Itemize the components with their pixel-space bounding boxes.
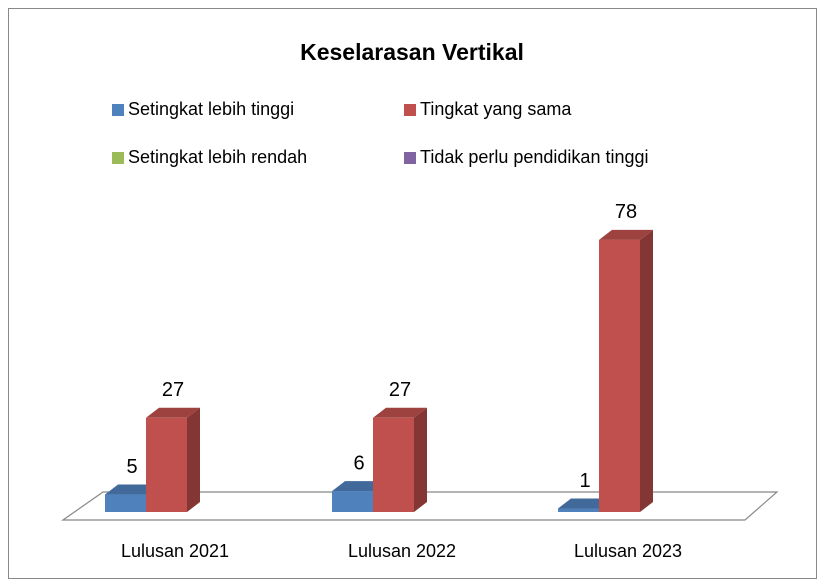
floor — [61, 491, 779, 521]
legend-label: Setingkat lebih tinggi — [128, 99, 294, 119]
data-label: 6 — [353, 452, 364, 474]
chart-title: Keselarasan Vertikal — [300, 39, 524, 65]
data-label: 78 — [615, 201, 637, 223]
legend-swatch — [112, 152, 124, 164]
legend-swatch — [112, 104, 124, 116]
data-label: 27 — [389, 379, 411, 401]
data-label: 5 — [126, 456, 137, 478]
x-tick-label: Lulusan 2022 — [348, 541, 456, 561]
bar-top — [558, 498, 612, 509]
bar — [105, 494, 146, 512]
bar-top — [105, 484, 159, 495]
legend-swatch — [404, 152, 416, 164]
bar-top — [146, 407, 200, 418]
bar-top — [373, 407, 427, 418]
bar — [373, 417, 414, 512]
data-label: 1 — [579, 470, 590, 492]
legend-label: Setingkat lebih rendah — [128, 147, 307, 167]
legend-swatch — [404, 104, 416, 116]
bar — [146, 417, 187, 512]
bar — [599, 239, 640, 512]
bar-top — [332, 481, 386, 492]
data-label: 27 — [162, 379, 184, 401]
bar-side — [414, 407, 427, 512]
bar-side — [640, 229, 653, 512]
x-tick-label: Lulusan 2023 — [574, 541, 682, 561]
bar — [332, 491, 373, 512]
legend-label: Tidak perlu pendidikan tinggi — [420, 147, 648, 167]
bar-top — [599, 229, 653, 240]
x-tick-label: Lulusan 2021 — [121, 541, 229, 561]
legend-label: Tingkat yang sama — [420, 99, 572, 119]
bar — [558, 508, 599, 512]
bar-side — [187, 407, 200, 512]
